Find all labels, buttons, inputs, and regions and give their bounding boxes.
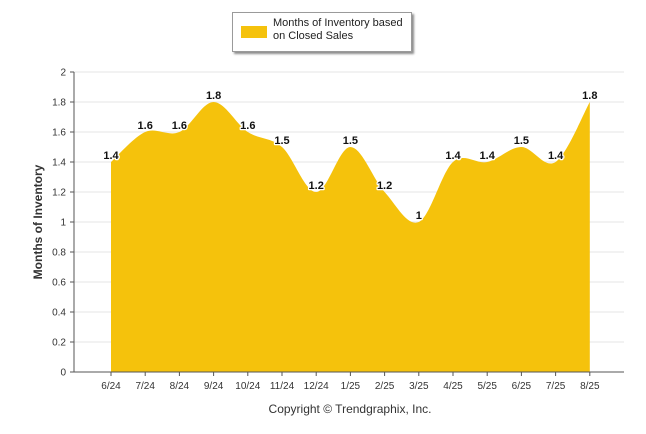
legend-swatch xyxy=(241,26,267,38)
x-tick-label: 5/25 xyxy=(477,381,497,392)
legend-label: Months of Inventory based on Closed Sale… xyxy=(273,17,403,42)
x-tick-label: 8/25 xyxy=(580,381,600,392)
data-label: 1.8 xyxy=(206,90,221,102)
y-tick-label: 0.4 xyxy=(52,308,66,319)
data-labels: 1.4 1.6 1.6 1.8 1.6 1.5 1.2 1.5 1.2 1 1.4 1.4 1.5 1.4… xyxy=(102,89,599,224)
y-tick-label: 1.6 xyxy=(52,128,66,139)
data-label: 1.8 xyxy=(582,90,597,102)
data-label: 1.4 xyxy=(103,150,119,162)
data-label: 1.6 xyxy=(240,120,255,132)
data-label: 1.5 xyxy=(514,135,529,147)
y-tick-labels: 0 0.2 0.4 0.6 0.8 1 1.2 1.4 1.6 1.8 2 xyxy=(52,68,74,379)
legend: Months of Inventory based on Closed Sale… xyxy=(232,12,412,52)
x-tick-label: 7/25 xyxy=(546,381,566,392)
y-tick-label: 1.2 xyxy=(52,188,66,199)
x-tick-label: 6/25 xyxy=(512,381,532,392)
x-tick-label: 11/24 xyxy=(270,381,295,392)
data-label: 1.6 xyxy=(138,120,153,132)
x-tick-label: 6/24 xyxy=(101,381,121,392)
x-tick-label: 2/25 xyxy=(375,381,395,392)
y-tick-label: 1.4 xyxy=(52,158,66,169)
x-tick-label: 12/24 xyxy=(304,381,329,392)
series-area xyxy=(111,102,590,372)
x-tick-label: 8/24 xyxy=(170,381,190,392)
y-tick-label: 1.8 xyxy=(52,98,66,109)
x-tick-label: 4/25 xyxy=(443,381,463,392)
x-tick-label: 3/25 xyxy=(409,381,429,392)
y-tick-label: 1 xyxy=(60,218,66,229)
data-label: 1.6 xyxy=(172,120,187,132)
y-tick-label: 2 xyxy=(60,68,66,79)
x-tick-label: 1/25 xyxy=(341,381,361,392)
data-label: 1 xyxy=(416,210,422,222)
y-tick-label: 0 xyxy=(60,368,66,379)
copyright-text: Copyright © Trendgraphix, Inc. xyxy=(268,402,432,416)
y-tick-label: 0.6 xyxy=(52,278,66,289)
x-tick-label: 7/24 xyxy=(135,381,155,392)
data-label: 1.2 xyxy=(309,180,324,192)
y-tick-label: 0.2 xyxy=(52,338,66,349)
data-label: 1.4 xyxy=(480,150,496,162)
y-axis-title: Months of Inventory xyxy=(31,164,45,279)
y-tick-label: 0.8 xyxy=(52,248,66,259)
x-tick-label: 10/24 xyxy=(235,381,260,392)
data-label: 1.2 xyxy=(377,180,392,192)
data-label: 1.4 xyxy=(445,150,461,162)
x-tick-labels: 6/24 7/24 8/24 9/24 10/24 11/24 12/24 1/25 2/25 3… xyxy=(101,372,600,392)
data-label: 1.5 xyxy=(343,135,358,147)
data-label: 1.5 xyxy=(274,135,289,147)
data-label: 1.4 xyxy=(548,150,564,162)
x-tick-label: 9/24 xyxy=(204,381,224,392)
